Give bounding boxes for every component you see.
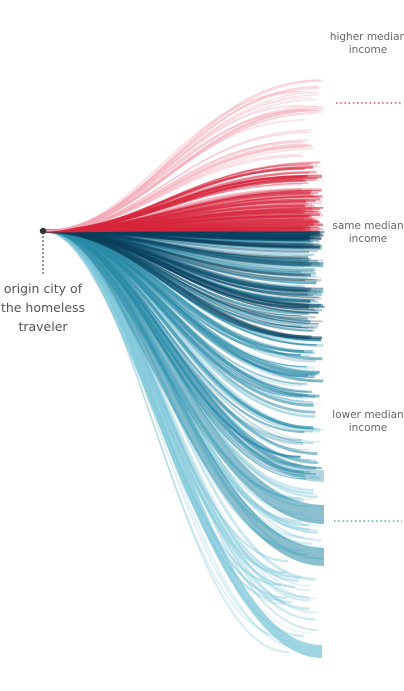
flow-line-lower-dark	[42, 229, 321, 293]
flow-line-higher-light	[42, 109, 317, 232]
origin-label: origin city of the homeless traveler	[0, 279, 86, 336]
flow-line-lower-dark	[42, 229, 319, 314]
flow-line-lower	[42, 229, 305, 478]
origin-dot	[39, 227, 47, 235]
flow-line-higher-top	[42, 85, 320, 232]
flow-line-lower-dark	[42, 230, 318, 312]
flow-line-lower	[42, 229, 304, 445]
flow-line-lower-dark	[42, 230, 318, 294]
flow-lines-dense	[42, 229, 325, 480]
flow-line-lower-dark	[42, 230, 313, 332]
flow-line-lower-dark	[42, 230, 314, 309]
flow-line-lower-dark	[42, 230, 320, 298]
flow-line-lower	[42, 230, 311, 473]
same-income-label: same median income	[328, 220, 404, 246]
flow-line-lower	[42, 229, 316, 476]
flow-line-lower-dark	[42, 229, 322, 340]
flow-line-higher-top	[42, 79, 320, 232]
lower-income-label-line1: lower median	[332, 409, 404, 421]
flow-line-higher-top	[42, 80, 323, 232]
flow-line-lower-dark	[42, 230, 324, 290]
flow-line-lower	[42, 229, 316, 399]
flow-line-lower-dark	[42, 230, 312, 340]
flow-line-lower-dark	[42, 229, 320, 309]
flow-line-lower-dark	[42, 230, 315, 311]
flow-line-higher-top	[42, 111, 323, 232]
flow-line-lower	[42, 229, 320, 398]
flow-line-lower-dark	[42, 229, 314, 309]
same-income-label-line1: same median	[332, 220, 404, 232]
flow-lines-higher-income	[42, 79, 324, 233]
flow-line-lower-dark	[42, 229, 308, 297]
flow-line-higher-light	[42, 91, 303, 232]
flow-line-lower-dark	[42, 229, 309, 259]
lower-income-label: lower median income	[328, 409, 404, 435]
flow-line-higher-top	[42, 106, 323, 232]
flow-line-higher-top	[42, 110, 322, 232]
flow-line-higher-light	[42, 108, 308, 233]
flow-line-lower	[42, 230, 310, 475]
flow-line-higher-top	[42, 113, 317, 232]
flow-line-higher-top	[42, 94, 319, 232]
flow-line-higher	[42, 168, 305, 232]
origin-label-line2: the homeless	[0, 300, 86, 315]
flow-line-lower	[42, 230, 315, 374]
origin-label-line1: origin city of	[3, 281, 83, 296]
flow-line-lower	[42, 229, 305, 434]
flow-line-higher-light	[42, 109, 318, 232]
flow-line-higher-light	[42, 90, 301, 232]
flow-line-lower-dark	[42, 229, 322, 340]
flow-line-higher-light	[42, 104, 302, 232]
same-income-label-line2: income	[348, 233, 388, 245]
flow-line-higher-top	[42, 105, 317, 232]
flow-line-lower	[42, 230, 307, 480]
higher-income-label: higher median income	[328, 31, 404, 57]
flow-line-lower-dark	[42, 229, 324, 291]
flow-line-higher	[42, 218, 313, 233]
lower-income-label-line2: income	[348, 422, 388, 434]
flow-line-lower-dark	[42, 230, 309, 309]
origin-label-line3: traveler	[18, 319, 68, 334]
higher-income-label-line2: income	[348, 44, 388, 56]
flow-line-lower-dark	[42, 230, 321, 306]
flow-line-lower-dark	[42, 229, 312, 291]
flow-line-higher-top	[42, 91, 319, 232]
higher-income-label-line1: higher median	[329, 31, 404, 43]
flow-line-lower-dark	[42, 229, 312, 339]
